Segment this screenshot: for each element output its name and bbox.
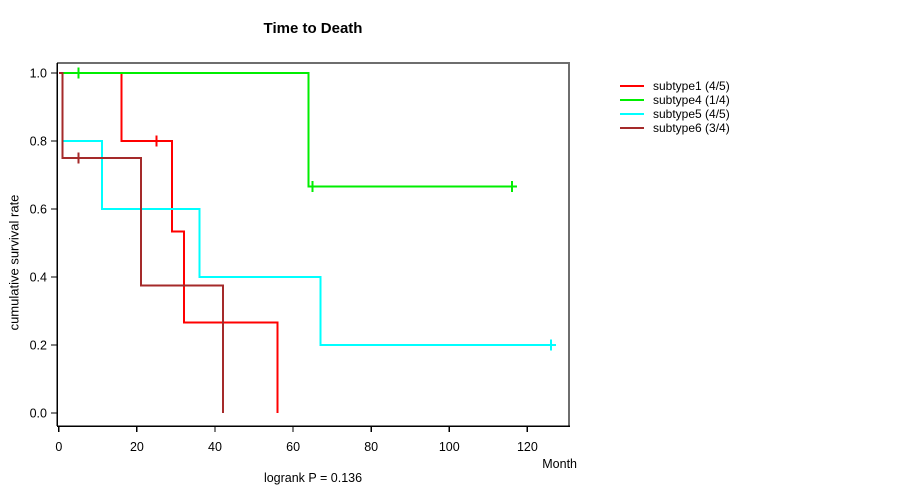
curve-subtype5: [58, 72, 551, 346]
legend-line-sample: [620, 99, 644, 101]
legend-item: subtype5 (4/5): [620, 107, 730, 121]
survival-curves: [58, 72, 551, 413]
y-axis-label: cumulative survival rate: [6, 194, 22, 331]
axis-ticks: [51, 72, 529, 432]
x-tick-label: 120: [517, 440, 538, 454]
legend-line-sample: [620, 127, 644, 129]
chart-title: Time to Death: [263, 20, 363, 37]
y-tick-label: 0.8: [30, 135, 47, 149]
x-tick-label: 100: [439, 440, 460, 454]
curve-subtype1: [58, 72, 279, 413]
legend-item: subtype4 (1/4): [620, 93, 730, 107]
curve-subtype4: [58, 72, 512, 188]
y-tick-label: 1.0: [30, 67, 47, 81]
plot-frame: [56, 62, 570, 427]
legend-line-sample: [620, 85, 644, 87]
legend-label: subtype1 (4/5): [653, 79, 730, 93]
axis-tick-labels: 0 20 40 60 80 100 120 0.0 0.2 0.4 0.6 0.8 1.0: [30, 67, 538, 455]
legend-line-sample: [620, 113, 644, 115]
censor-marks: [73, 67, 556, 351]
curve-subtype6: [58, 72, 224, 413]
x-tick-label: 40: [208, 440, 222, 454]
y-tick-label: 0.2: [30, 339, 47, 353]
legend-item: subtype6 (3/4): [620, 121, 730, 135]
logrank-p-annotation: logrank P = 0.136: [263, 471, 363, 485]
y-tick-label: 0.6: [30, 203, 47, 217]
x-tick-label: 80: [364, 440, 378, 454]
legend-label: subtype6 (3/4): [653, 121, 730, 135]
legend: subtype1 (4/5) subtype4 (1/4) subtype5 (4/…: [620, 79, 730, 135]
x-tick-label: 0: [55, 440, 62, 454]
legend-label: subtype5 (4/5): [653, 107, 730, 121]
x-tick-label: 20: [130, 440, 144, 454]
y-tick-label: 0.4: [30, 271, 47, 285]
x-tick-label: 60: [286, 440, 300, 454]
y-tick-label: 0.0: [30, 407, 47, 421]
x-axis-label: Month: [542, 457, 577, 471]
legend-item: subtype1 (4/5): [620, 79, 730, 93]
legend-label: subtype4 (1/4): [653, 93, 730, 107]
